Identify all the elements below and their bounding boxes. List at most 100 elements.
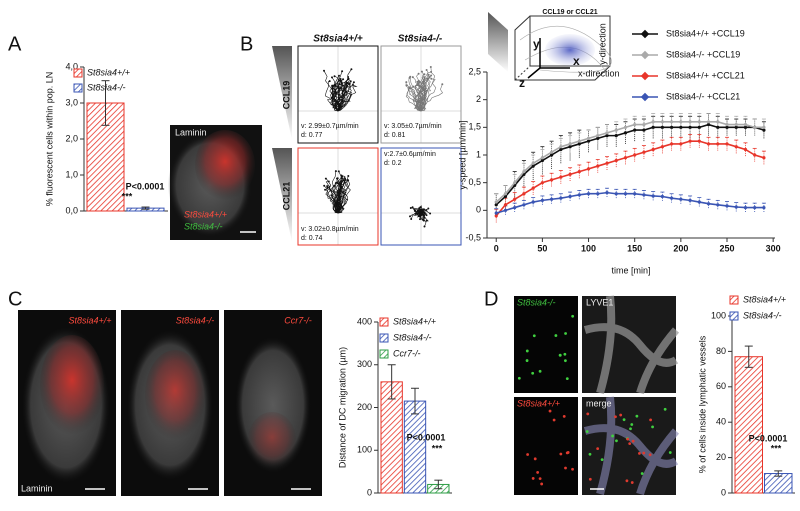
point <box>577 139 581 143</box>
trajectory <box>417 208 422 214</box>
trajectory <box>333 179 345 214</box>
trajectory-end <box>341 70 344 73</box>
trajectory-end <box>423 225 426 228</box>
annotation: P<0.0001 <box>749 433 788 443</box>
point <box>725 122 729 127</box>
point <box>559 147 563 152</box>
trajectory-end <box>411 76 414 79</box>
point <box>679 197 683 201</box>
cell-dot <box>611 434 615 438</box>
point <box>734 122 738 127</box>
y-tick-label: 400 <box>357 316 372 326</box>
point <box>688 139 692 143</box>
trajectory-end <box>420 70 423 73</box>
point <box>762 128 766 132</box>
inset-label: x-direction <box>578 68 620 78</box>
trajectory-end <box>331 84 334 87</box>
trajectory-end <box>336 177 339 180</box>
y-tick-label: 0,5 <box>468 177 481 187</box>
point <box>743 147 748 152</box>
trajectory <box>408 77 422 112</box>
image-label: St8sia4+/+ <box>184 209 227 219</box>
trajectory-end <box>422 82 425 85</box>
point <box>743 122 748 127</box>
point <box>697 125 701 129</box>
trajectory <box>330 83 342 112</box>
trajectory-end <box>419 206 422 209</box>
trajectory-end <box>340 82 343 85</box>
cell-cloud <box>545 34 595 66</box>
point <box>559 175 563 179</box>
trajectory-end <box>405 81 408 84</box>
point <box>633 128 637 132</box>
cell-dot <box>562 414 566 418</box>
point <box>633 153 637 157</box>
cell-dot <box>566 451 570 454</box>
point <box>614 128 618 132</box>
cell-dot <box>532 334 536 338</box>
point <box>670 142 674 146</box>
trajectory-end <box>416 80 419 83</box>
trajectory-end <box>423 73 426 76</box>
y-tick-label: 2,0 <box>65 133 78 143</box>
point <box>660 125 664 129</box>
trajectory <box>325 80 339 112</box>
cell-dot <box>540 482 544 486</box>
y-tick-label: 60 <box>716 381 726 391</box>
panel-label: A <box>8 33 22 55</box>
legend-swatch <box>379 317 389 327</box>
point <box>706 122 711 127</box>
trajectory-plots: St8sia4+/+ St8sia4-/- CCL19 CCL21 v: 2.9… <box>272 34 462 246</box>
series-line <box>496 191 764 214</box>
point <box>734 145 738 149</box>
trajectory <box>409 88 422 112</box>
point <box>633 192 637 196</box>
cell-dot <box>538 477 542 481</box>
point <box>688 125 692 129</box>
point <box>623 192 628 196</box>
annotation: P<0.0001 <box>407 432 446 442</box>
trajectory <box>420 212 427 227</box>
point <box>540 181 544 185</box>
legend-label: St8sia4-/- +CCL21 <box>666 91 740 101</box>
point <box>568 194 572 199</box>
trajectory-end <box>349 80 352 83</box>
cell-dot <box>586 412 590 416</box>
cell-dot <box>564 332 567 335</box>
x-tick-label: 250 <box>719 243 734 253</box>
point <box>716 142 720 146</box>
legend-label: St8sia4+/+ <box>743 294 786 304</box>
point <box>614 134 618 138</box>
x-axis-label: time [min] <box>611 265 650 275</box>
image-label: LYVE1 <box>586 297 613 307</box>
legend-swatch <box>379 349 389 359</box>
trajectory <box>337 180 343 214</box>
cell-dot <box>619 413 623 417</box>
image-label: Ccr7-/- <box>284 315 312 325</box>
image-label: St8sia4+/+ <box>517 398 560 408</box>
stat-label: v: 3.02±0.8µm/min <box>301 226 359 233</box>
point <box>559 145 563 149</box>
annotation: P<0.0001 <box>126 181 165 191</box>
trajectory-end <box>338 74 340 77</box>
trajectory-end <box>350 68 353 71</box>
point <box>531 186 535 190</box>
point <box>531 200 535 204</box>
gradient-wedge <box>272 148 292 242</box>
point <box>623 131 628 135</box>
row-header: CCL21 <box>281 182 291 211</box>
cell-dot <box>663 407 667 411</box>
inset-label: z <box>519 76 525 90</box>
trajectory <box>420 212 429 222</box>
trajectory-end <box>334 170 337 173</box>
trajectory <box>418 211 425 214</box>
point <box>586 136 591 140</box>
trajectory-end <box>326 185 329 188</box>
image-label: St8sia4+/+ <box>68 315 111 325</box>
cell-dot <box>638 451 641 455</box>
vessel <box>583 396 680 496</box>
cell-dot <box>565 377 569 381</box>
cell-dot <box>622 418 626 422</box>
y-tick-label: 300 <box>357 359 372 369</box>
point <box>651 120 655 124</box>
